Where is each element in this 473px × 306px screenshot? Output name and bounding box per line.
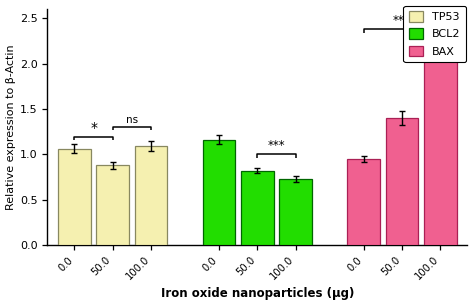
Bar	[279, 179, 312, 245]
Text: ns: ns	[126, 115, 138, 125]
Bar	[134, 146, 167, 245]
Text: ***: ***	[268, 140, 285, 152]
Bar	[424, 47, 456, 245]
Y-axis label: Relative expression to β-Actin: Relative expression to β-Actin	[6, 44, 16, 210]
Bar	[241, 171, 274, 245]
Bar	[96, 165, 129, 245]
Bar	[347, 159, 380, 245]
Legend: TP53, BCL2, BAX: TP53, BCL2, BAX	[403, 6, 466, 62]
Bar	[203, 140, 236, 245]
Text: *: *	[90, 121, 97, 135]
X-axis label: Iron oxide nanoparticles (µg): Iron oxide nanoparticles (µg)	[161, 287, 354, 300]
Bar	[385, 118, 418, 245]
Text: ***: ***	[393, 14, 411, 27]
Bar	[58, 149, 91, 245]
